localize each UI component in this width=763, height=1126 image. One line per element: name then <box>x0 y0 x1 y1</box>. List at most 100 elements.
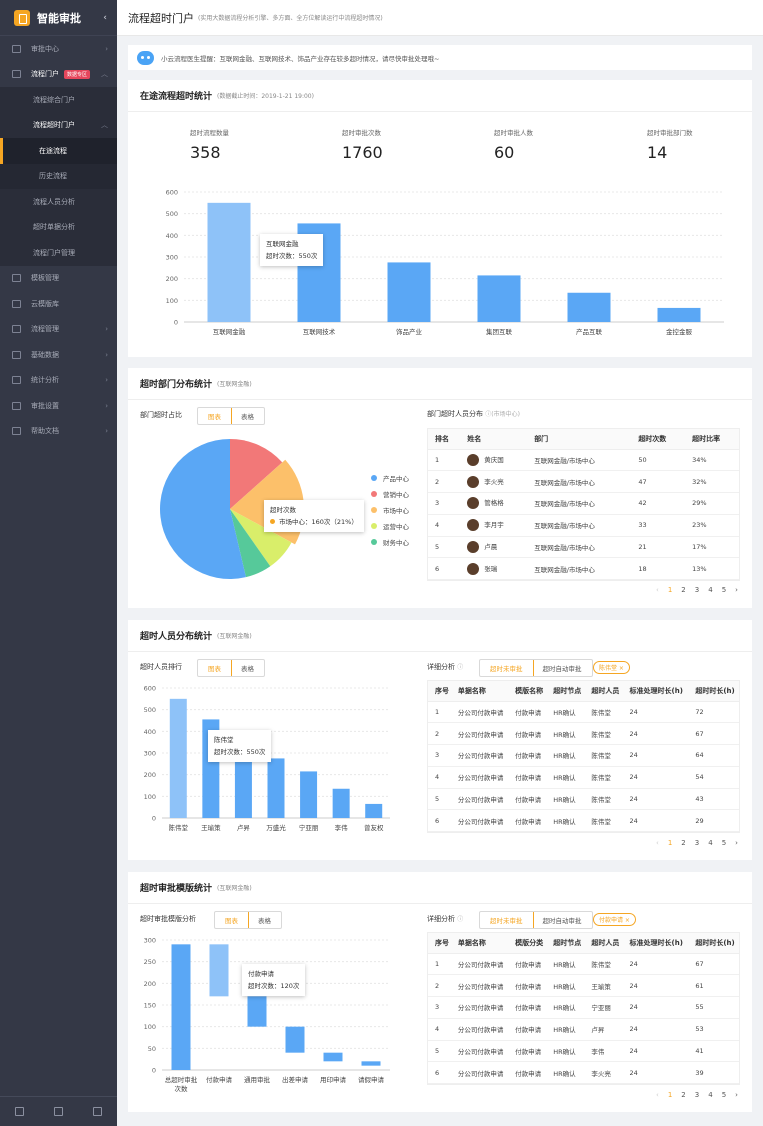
table-row[interactable]: 1 分公司付款申请 付款申请 HR确认 陈伟堂 24 72 <box>428 701 739 724</box>
legend-item[interactable]: 市场中心 <box>371 502 409 518</box>
table-row[interactable]: 4 分公司付款申请 付款申请 HR确认 陈伟堂 24 54 <box>428 766 739 789</box>
page-number[interactable]: 2 <box>681 1091 686 1099</box>
help-icon[interactable]: ⓘ <box>457 916 464 923</box>
sidebar-item[interactable]: 统计分析 › <box>0 368 117 394</box>
table-row[interactable]: 3 分公司付款申请 付款申请 HR确认 陈伟堂 24 64 <box>428 744 739 767</box>
table-row[interactable]: 1 黄庆国 互联网金融/市场中心 50 34% <box>428 449 739 472</box>
sidebar-item[interactable]: 流程门户 数据专区 ︿ <box>0 62 117 88</box>
prev-page-button[interactable]: ‹ <box>656 839 659 847</box>
table-row[interactable]: 3 管格格 互联网金融/市场中心 42 29% <box>428 492 739 515</box>
page-number[interactable]: 1 <box>667 1091 673 1099</box>
page-number[interactable]: 5 <box>721 1091 727 1099</box>
page-number[interactable]: 3 <box>694 1091 700 1099</box>
table-cell-text: HR确认 <box>553 774 576 783</box>
legend-item[interactable]: 产品中心 <box>371 470 409 486</box>
filter-tag[interactable]: 陈伟堂 × <box>593 661 630 674</box>
pie-tooltip: 超时次数 市场中心：160次（21%） <box>264 500 364 532</box>
sidebar-item[interactable]: 审批中心 › <box>0 36 117 62</box>
next-page-button[interactable]: › <box>735 839 738 847</box>
help-icon[interactable]: ⓘ <box>457 664 464 671</box>
page-number[interactable]: 4 <box>708 1091 713 1099</box>
add-icon[interactable] <box>15 1107 24 1116</box>
table-cell-text: 分公司付款申请 <box>457 708 504 717</box>
table-cell: 24 <box>622 809 689 833</box>
y-tick-label: 300 <box>144 937 156 945</box>
page-number[interactable]: 2 <box>681 586 686 594</box>
table-row[interactable]: 2 分公司付款申请 付款申请 HR确认 陈伟堂 24 67 <box>428 722 739 746</box>
document-icon[interactable] <box>54 1107 63 1116</box>
table-row[interactable]: 5 卢晨 互联网金融/市场中心 21 17% <box>428 536 739 559</box>
prev-page-button[interactable]: ‹ <box>656 1091 659 1099</box>
sidebar-item[interactable]: 流程超时门户 ︿ <box>0 112 117 138</box>
page-number[interactable]: 1 <box>667 839 673 847</box>
sidebar-item[interactable]: 流程综合门户 <box>0 87 117 113</box>
sidebar-item[interactable]: 云模版库 <box>0 291 117 317</box>
table-cell-text: 李火亮 <box>591 1069 611 1078</box>
table-row[interactable]: 5 分公司付款申请 付款申请 HR确认 陈伟堂 24 43 <box>428 788 739 811</box>
toggle-chart[interactable]: 图表 <box>198 408 232 424</box>
legend-item[interactable]: 运营中心 <box>371 518 409 534</box>
x-tick-label: 宁亚丽 <box>299 823 319 832</box>
dept-people-title: 部门超时人员分布 ⓘ(市场中心) <box>427 409 520 419</box>
toggle-table[interactable]: 表格 <box>258 917 271 925</box>
next-page-button[interactable]: › <box>735 1091 738 1099</box>
pagination: ‹ 1 2 3 4 5 › <box>656 586 738 594</box>
toggle-table[interactable]: 表格 <box>241 665 254 673</box>
table-cell: 24 <box>622 974 689 998</box>
user-icon[interactable] <box>93 1107 102 1116</box>
help-icon[interactable]: ⓘ <box>485 411 492 418</box>
table-row[interactable]: 2 李火亮 互联网金融/市场中心 47 32% <box>428 470 739 494</box>
sidebar-item[interactable]: 审批设置 › <box>0 393 117 419</box>
page-number[interactable]: 3 <box>694 839 700 847</box>
table-cell: 王瑜策 <box>584 974 623 998</box>
table-row[interactable]: 1 分公司付款申请 付款申请 HR确认 陈伟堂 24 67 <box>428 953 739 976</box>
sidebar-item[interactable]: 历史流程 <box>0 163 117 189</box>
page-number[interactable]: 4 <box>708 839 713 847</box>
page-header: 流程超时门户 (实用大数据流程分析引擎、多方面、全方位解读运行中流程超时情况) <box>117 0 763 36</box>
table-row[interactable]: 4 李月宇 互联网金融/市场中心 33 23% <box>428 514 739 537</box>
table-row[interactable]: 3 分公司付款申请 付款申请 HR确认 宁亚丽 24 55 <box>428 996 739 1019</box>
prev-page-button[interactable]: ‹ <box>656 586 659 594</box>
sidebar-item[interactable]: 在途流程 <box>0 138 117 164</box>
tab-timeout-auto[interactable]: 超时自动审批 <box>542 665 582 673</box>
table-cell: 4 <box>428 514 461 537</box>
table-row[interactable]: 2 分公司付款申请 付款申请 HR确认 王瑜策 24 61 <box>428 974 739 998</box>
next-page-button[interactable]: › <box>735 586 738 594</box>
page-number[interactable]: 5 <box>721 586 727 594</box>
toggle-chart[interactable]: 图表 <box>215 912 249 928</box>
legend-item[interactable]: 营销中心 <box>371 486 409 502</box>
toggle-chart[interactable]: 图表 <box>198 660 232 676</box>
table-cell-text: 24 <box>629 729 638 738</box>
sidebar-item[interactable]: 模板管理 <box>0 266 117 292</box>
legend-item[interactable]: 财务中心 <box>371 534 409 550</box>
table-cell: 67 <box>688 722 739 746</box>
tab-timeout-pending[interactable]: 超时未审批 <box>479 660 534 676</box>
page-number[interactable]: 3 <box>694 586 700 594</box>
table-cell: 付款申请 <box>508 1061 547 1085</box>
table-row[interactable]: 6 分公司付款申请 付款申请 HR确认 李火亮 24 39 <box>428 1061 739 1085</box>
page-number[interactable]: 5 <box>721 839 727 847</box>
chart-tooltip: 互联网金融 超时次数：550次 <box>260 234 324 266</box>
tab-timeout-pending[interactable]: 超时未审批 <box>479 912 534 928</box>
sidebar-item[interactable]: 流程管理 › <box>0 317 117 343</box>
sidebar-item[interactable]: 流程门户管理 <box>0 240 117 266</box>
collapse-sidebar-icon[interactable]: ‹ <box>103 13 107 23</box>
tab-timeout-auto[interactable]: 超时自动审批 <box>542 917 582 925</box>
table-row[interactable]: 6 张瑞 互联网金融/市场中心 18 13% <box>428 557 739 581</box>
app-logo[interactable]: 智能审批 ‹ <box>0 0 117 36</box>
table-cell-text: HR确认 <box>553 1004 576 1013</box>
filter-tag[interactable]: 付款申请 × <box>593 913 636 926</box>
table-cell-text: 分公司付款申请 <box>457 982 504 991</box>
sidebar-item[interactable]: 基础数据 › <box>0 342 117 368</box>
page-number[interactable]: 4 <box>708 586 713 594</box>
table-row[interactable]: 6 分公司付款申请 付款申请 HR确认 陈伟堂 24 29 <box>428 809 739 833</box>
table-row[interactable]: 5 分公司付款申请 付款申请 HR确认 李伟 24 41 <box>428 1040 739 1063</box>
toggle-table[interactable]: 表格 <box>241 413 254 421</box>
table-row[interactable]: 4 分公司付款申请 付款申请 HR确认 卢昇 24 53 <box>428 1018 739 1041</box>
sidebar-item[interactable]: 超时单据分析 <box>0 214 117 240</box>
sidebar-item[interactable]: 帮助文档 › <box>0 419 117 445</box>
page-number[interactable]: 1 <box>667 586 673 594</box>
sidebar-item[interactable]: 流程人员分析 <box>0 189 117 215</box>
page-number[interactable]: 2 <box>681 839 686 847</box>
stat-label: 超时审批部门数 <box>647 129 693 137</box>
